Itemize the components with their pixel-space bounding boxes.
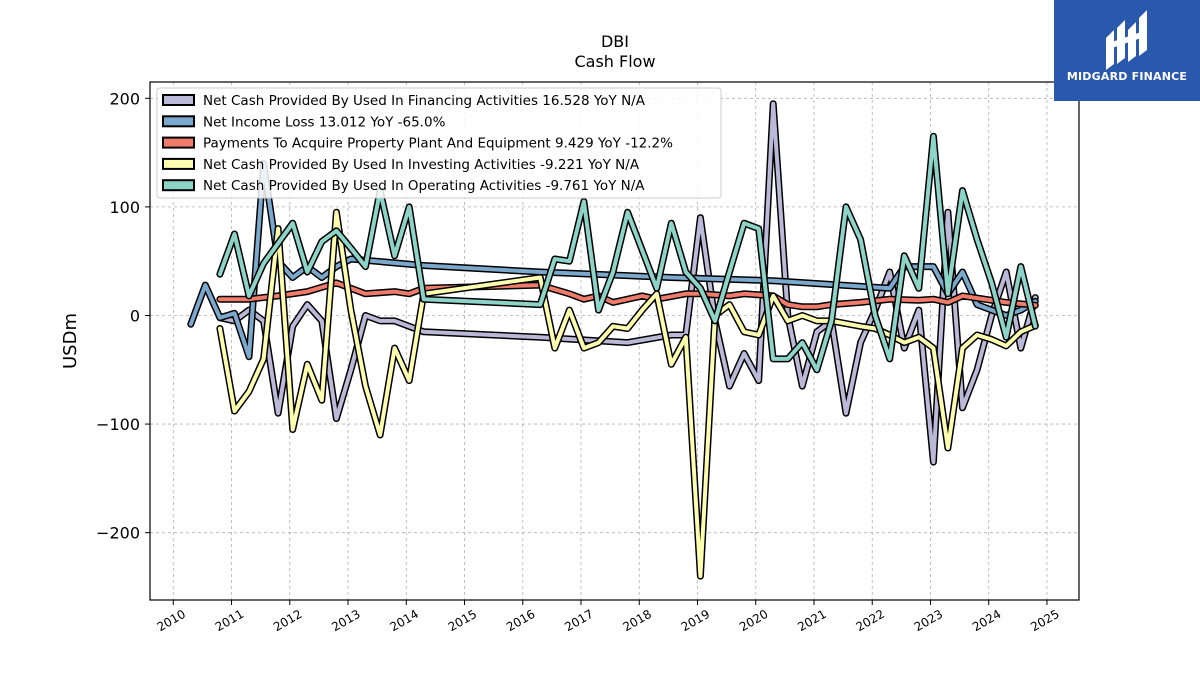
series-line-1 <box>216 100 1039 466</box>
plot-frame <box>149 81 1080 601</box>
chart-title: DBI <box>601 32 629 51</box>
series-stroke <box>217 101 1038 465</box>
legend-entry: Net Cash Provided By Used In Operating A… <box>203 178 645 194</box>
series-line-4 <box>216 208 1039 580</box>
legend-box <box>156 87 722 199</box>
x-tick-label: 2011 <box>213 607 246 634</box>
x-tick-label: 2021 <box>795 607 828 634</box>
x-tick-label: 2013 <box>329 607 362 634</box>
midgard-logo-icon <box>1106 10 1147 70</box>
x-tick-label: 2017 <box>562 607 595 634</box>
x-tick-label: 2024 <box>970 607 1003 634</box>
legend-swatch <box>162 157 195 170</box>
series-line-3 <box>216 279 1039 311</box>
series-lines <box>187 100 1039 580</box>
series-line-5 <box>216 132 1039 374</box>
x-tick-label: 2014 <box>388 607 421 634</box>
y-axis-label: USDm <box>60 313 81 369</box>
x-tick-label: 2020 <box>737 607 770 634</box>
x-tick-label: 2025 <box>1028 607 1061 634</box>
legend-swatch <box>162 115 195 128</box>
legend-swatch <box>162 136 195 149</box>
series-stroke <box>188 161 1038 359</box>
x-tick-label: 2023 <box>912 607 945 634</box>
legend-entry: Net Income Loss 13.012 YoY -65.0% <box>203 114 446 130</box>
legend: Net Cash Provided By Used In Financing A… <box>156 87 722 199</box>
series-stroke <box>217 280 1038 309</box>
y-tick-label: −100 <box>96 415 140 434</box>
series-line-2 <box>187 159 1039 361</box>
x-tick-label: 2019 <box>679 607 712 634</box>
legend-entry: Net Cash Provided By Used In Financing A… <box>203 93 646 109</box>
x-tick-label: 2018 <box>621 607 654 634</box>
chart-subtitle: Cash Flow <box>574 52 655 71</box>
x-tick-label: 2010 <box>155 607 188 634</box>
y-tick-label: 0 <box>130 306 140 325</box>
x-tick-label: 2015 <box>446 607 479 634</box>
legend-swatch <box>162 179 195 192</box>
midgard-finance-logo: MIDGARD FINANCE <box>1054 0 1200 101</box>
y-tick-label: −200 <box>96 524 140 543</box>
x-tick-label: 2012 <box>271 607 304 634</box>
series-stroke <box>217 134 1038 372</box>
series-stroke <box>217 210 1038 579</box>
legend-swatch <box>162 94 195 106</box>
logo-text: MIDGARD FINANCE <box>1066 70 1188 83</box>
y-tick-label: 100 <box>109 198 140 217</box>
legend-entry: Payments To Acquire Property Plant And E… <box>203 136 673 152</box>
y-tick-label: 200 <box>109 89 140 108</box>
x-tick-label: 2016 <box>504 607 537 634</box>
legend-entry: Net Cash Provided By Used In Investing A… <box>203 157 640 173</box>
x-tick-label: 2022 <box>854 607 887 634</box>
